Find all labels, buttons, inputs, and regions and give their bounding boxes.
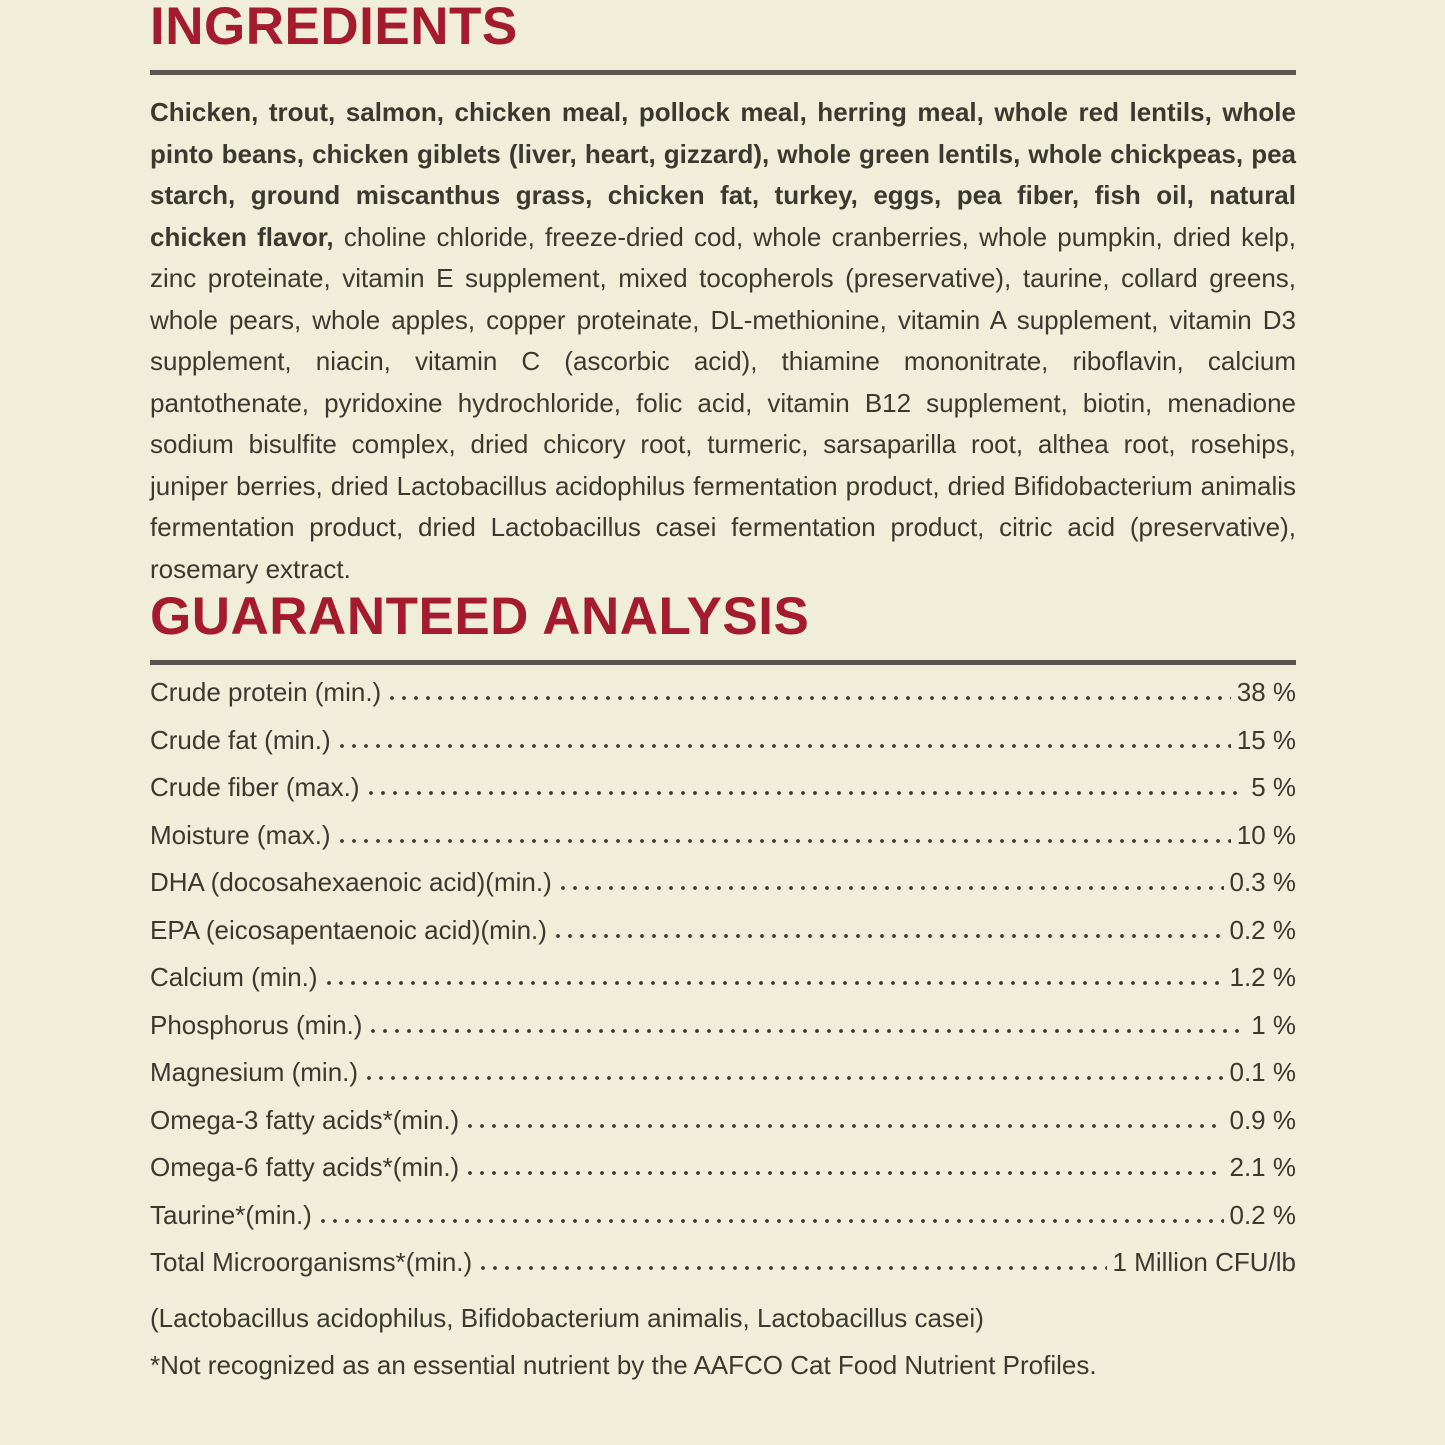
dot-leader — [367, 790, 1246, 796]
analysis-row-value: 0.1 % — [1229, 1057, 1297, 1087]
analysis-row-label: Taurine*(min.) — [150, 1199, 312, 1230]
analysis-row: Crude protein (min.) 38 % — [150, 677, 1296, 725]
dot-leader — [319, 1217, 1224, 1224]
analysis-row-value: 0.2 % — [1229, 914, 1297, 945]
analysis-row: Omega-3 fatty acids*(min.) 0.9 % — [150, 1105, 1296, 1153]
dot-leader — [338, 742, 1231, 749]
microorganism-species-note: (Lactobacillus acidophilus, Bifidobacter… — [150, 1302, 984, 1333]
ingredients-section: INGREDIENTS Chicken, trout, salmon, chic… — [150, 0, 1296, 590]
analysis-row: Calcium (min.) 1.2 % — [150, 962, 1296, 1010]
analysis-row-label: DHA (docosahexaenoic acid)(min.) — [150, 867, 552, 897]
analysis-row-label: Crude protein (min.) — [150, 677, 382, 707]
analysis-row-value: 38 % — [1236, 677, 1296, 707]
analysis-row: Crude fiber (max.) 5 % — [150, 772, 1296, 820]
analysis-row-label: EPA (eicosapentaenoic acid)(min.) — [150, 914, 547, 945]
analysis-row-value: 0.9 % — [1229, 1104, 1297, 1135]
label-panel: INGREDIENTS Chicken, trout, salmon, chic… — [150, 0, 1296, 1390]
analysis-row-value: 1.2 % — [1229, 962, 1297, 992]
analysis-row-label: Omega-3 fatty acids*(min.) — [150, 1104, 460, 1135]
analysis-row-value: 1 Million CFU/lb — [1112, 1247, 1297, 1277]
aafco-footnote: *Not recognized as an essential nutrient… — [150, 1350, 1097, 1380]
guaranteed-analysis-title: GUARANTEED ANALYSIS — [150, 587, 810, 646]
analysis-row-value: 5 % — [1251, 772, 1296, 802]
dot-leader — [467, 1122, 1224, 1129]
analysis-row-value: 0.3 % — [1229, 867, 1297, 897]
analysis-row: DHA (docosahexaenoic acid)(min.) 0.3 % — [150, 867, 1296, 915]
analysis-row: Phosphorus (min.) 1 % — [150, 1010, 1296, 1058]
dot-leader — [480, 1265, 1107, 1271]
dot-leader — [325, 980, 1224, 986]
dot-leader — [338, 837, 1231, 844]
analysis-row-label: Crude fiber (max.) — [150, 772, 360, 802]
dot-leader — [370, 1027, 1246, 1034]
dot-leader — [366, 1075, 1224, 1081]
dot-leader — [559, 885, 1224, 891]
analysis-row: Omega-6 fatty acids*(min.) 2.1 % — [150, 1152, 1296, 1200]
analysis-row: Total Microorganisms*(min.) 1 Million CF… — [150, 1247, 1296, 1295]
ingredients-text: Chicken, trout, salmon, chicken meal, po… — [150, 92, 1296, 590]
guaranteed-analysis-table: Crude protein (min.) 38 % Crude fat (min… — [150, 677, 1296, 1295]
analysis-row: EPA (eicosapentaenoic acid)(min.) 0.2 % — [150, 915, 1296, 963]
guaranteed-analysis-divider — [150, 660, 1296, 665]
analysis-row-label: Magnesium (min.) — [150, 1057, 359, 1087]
analysis-row: Taurine*(min.) 0.2 % — [150, 1200, 1296, 1248]
analysis-row: Magnesium (min.) 0.1 % — [150, 1057, 1296, 1105]
dot-leader — [389, 695, 1231, 701]
analysis-row: Moisture (max.) 10 % — [150, 820, 1296, 868]
ingredients-secondary-list: choline chloride, freeze-dried cod, whol… — [150, 221, 1296, 584]
analysis-row-value: 0.2 % — [1229, 1199, 1297, 1230]
dot-leader — [554, 932, 1224, 939]
ingredients-title: INGREDIENTS — [150, 0, 518, 56]
dot-leader — [467, 1170, 1224, 1176]
analysis-row-label: Crude fat (min.) — [150, 724, 331, 755]
analysis-row-label: Phosphorus (min.) — [150, 1009, 363, 1040]
guaranteed-analysis-section: GUARANTEED ANALYSIS Crude protein (min.)… — [150, 590, 1296, 1390]
analysis-row: Crude fat (min.) 15 % — [150, 725, 1296, 773]
analysis-row-value: 15 % — [1236, 724, 1296, 755]
analysis-row-label: Moisture (max.) — [150, 819, 331, 850]
analysis-row-value: 2.1 % — [1229, 1152, 1297, 1182]
analysis-row-label: Calcium (min.) — [150, 962, 318, 992]
analysis-row-label: Omega-6 fatty acids*(min.) — [150, 1152, 460, 1182]
ingredients-divider — [150, 70, 1296, 75]
analysis-row-value: 1 % — [1251, 1009, 1296, 1040]
analysis-row-value: 10 % — [1236, 819, 1296, 850]
ingredients-primary-list: Chicken, trout, salmon, chicken meal, po… — [150, 97, 1296, 252]
analysis-row-label: Total Microorganisms*(min.) — [150, 1247, 473, 1277]
